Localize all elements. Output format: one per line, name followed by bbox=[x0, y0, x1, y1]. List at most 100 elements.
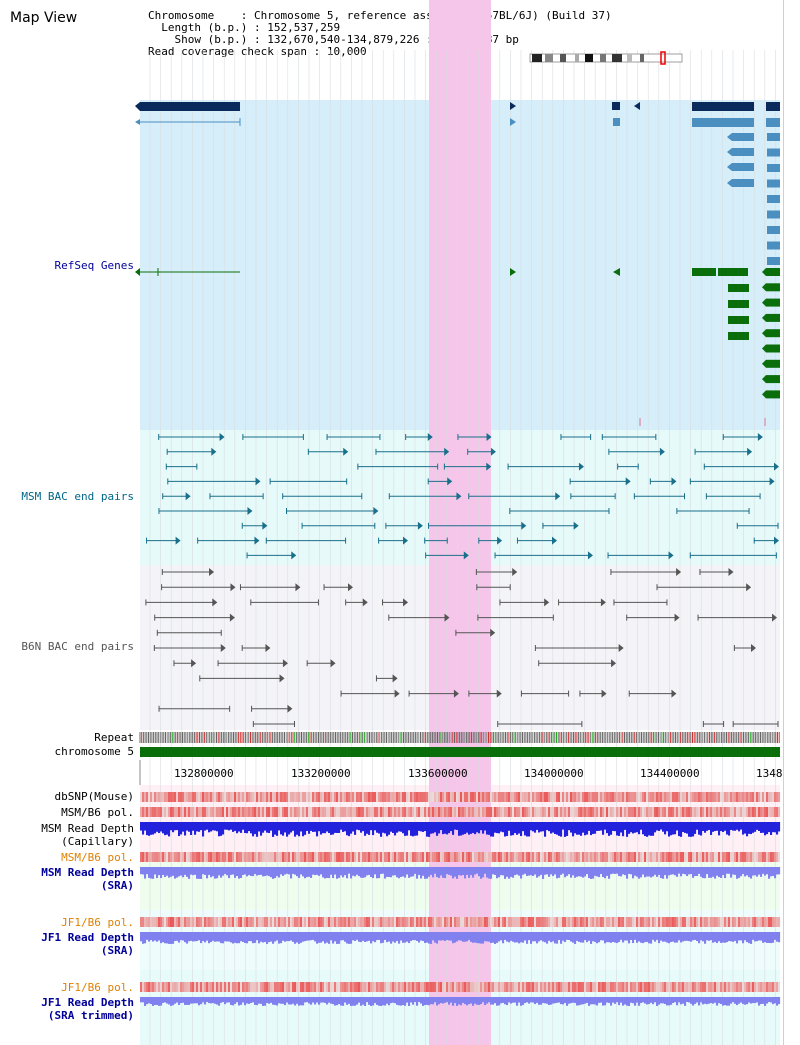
gene-block bbox=[766, 298, 780, 307]
msm-bac-track-label[interactable]: MSM BAC end pairs bbox=[21, 490, 134, 503]
msm-read-depth-cap-bar bbox=[154, 822, 157, 834]
jf1-b6-pol-trim-heat bbox=[146, 982, 149, 992]
msm-read-depth-cap-bar bbox=[556, 822, 559, 835]
msm-b6-pol-sra-heat bbox=[440, 852, 443, 862]
msm-b6-pol-heat bbox=[424, 807, 427, 817]
msm-b6-pol-heat bbox=[398, 807, 401, 817]
jf1-b6-pol-trim-heat bbox=[444, 982, 447, 992]
msm-read-depth-cap-bar bbox=[168, 822, 171, 837]
right-scrollbar[interactable] bbox=[783, 0, 800, 1045]
jf1-read-depth-sra-bar bbox=[168, 932, 171, 944]
jf1-b6-pol-heat bbox=[460, 917, 463, 927]
jf1-b6-pol-trim-heat bbox=[746, 982, 749, 992]
jf1-b6-pol-trim-heat bbox=[642, 982, 645, 992]
msm-read-depth-sra-bar bbox=[564, 867, 567, 878]
jf1-b6-pol-heat bbox=[370, 917, 373, 927]
dbsnp-heat bbox=[248, 792, 251, 802]
jf1-b6-pol-heat bbox=[296, 917, 299, 927]
jf1-b6-pol-heat bbox=[776, 917, 779, 927]
jf1-b6-pol-heat bbox=[694, 917, 697, 927]
msm-b6-pol-sra-heat bbox=[506, 852, 509, 862]
msm-b6-pol-heat bbox=[292, 807, 295, 817]
msm-b6-pol-sra-heat bbox=[272, 852, 275, 862]
msm-read-depth-sra-bar bbox=[210, 867, 213, 878]
dbsnp-heat bbox=[390, 792, 393, 802]
jf1-b6-pol-trim-heat bbox=[740, 982, 743, 992]
msm-b6-pol-heat bbox=[616, 807, 619, 817]
jf1-read-depth-trim-bar bbox=[328, 997, 331, 1003]
b6n-bac-track-label[interactable]: B6N BAC end pairs bbox=[21, 640, 134, 653]
jf1-b6-pol-heat bbox=[200, 917, 203, 927]
jf1-b6-pol-trim-heat bbox=[482, 982, 485, 992]
msm-b6-pol-heat bbox=[268, 807, 271, 817]
msm-b6-pol-heat bbox=[160, 807, 163, 817]
jf1-b6-pol-heat bbox=[672, 917, 675, 927]
jf1-b6-pol-trim-heat bbox=[518, 982, 521, 992]
b6n-bac-pair-arrow bbox=[512, 568, 518, 576]
dbsnp-heat bbox=[302, 792, 305, 802]
msm-b6-pol-heat bbox=[204, 807, 207, 817]
msm-b6-pol-heat bbox=[358, 807, 361, 817]
msm-b6-pol-sra-heat bbox=[324, 852, 327, 862]
jf1-b6-pol-trim-heat bbox=[470, 982, 473, 992]
msm-read-depth-cap-bar bbox=[628, 822, 631, 834]
msm-read-depth-cap-bar bbox=[558, 822, 561, 836]
jf1-b6-pol-trim-heat bbox=[700, 982, 703, 992]
jf1-read-depth-trim-bar bbox=[458, 997, 461, 1005]
jf1-read-depth-sra-bar bbox=[528, 932, 531, 941]
msm-read-depth-sra-bar bbox=[644, 867, 647, 878]
msm-read-depth-cap-bar bbox=[146, 822, 149, 836]
msm-b6-pol-heat bbox=[586, 807, 589, 817]
jf1-b6-pol-trim-heat bbox=[672, 982, 675, 992]
msm-read-depth-sra-bar bbox=[188, 867, 191, 879]
msm-b6-pol-heat bbox=[202, 807, 205, 817]
jf1-read-depth-trim-bar bbox=[510, 997, 513, 1004]
jf1-read-depth-sra-bar bbox=[578, 932, 581, 942]
jf1-b6-pol-heat bbox=[558, 917, 561, 927]
jf1-b6-pol-heat bbox=[158, 917, 161, 927]
jf1-read-depth-sra-bar bbox=[492, 932, 495, 943]
jf1-b6-pol-trim-heat bbox=[600, 982, 603, 992]
page-title: Map View bbox=[10, 10, 78, 26]
dbsnp-heat bbox=[536, 792, 539, 802]
msm-b6-pol-heat bbox=[510, 807, 513, 817]
ideogram-band bbox=[545, 54, 553, 62]
msm-b6-pol-heat bbox=[674, 807, 677, 817]
msm-read-depth-sra-bar bbox=[172, 867, 175, 876]
jf1-b6-pol-trim-heat bbox=[776, 982, 779, 992]
msm-b6-pol-sra-heat bbox=[142, 852, 145, 862]
msm-b6-pol-sra-heat bbox=[194, 852, 197, 862]
msm-b6-pol-heat bbox=[642, 807, 645, 817]
dbsnp-heat bbox=[294, 792, 297, 802]
jf1-b6-pol-heat bbox=[152, 917, 155, 927]
refseq-track-label[interactable]: RefSeq Genes bbox=[54, 259, 134, 272]
dbsnp-heat bbox=[708, 792, 711, 802]
msm-read-depth-sra-bar bbox=[688, 867, 691, 875]
msm-b6-pol-heat bbox=[322, 807, 325, 817]
jf1-read-depth-trim-bar bbox=[576, 997, 579, 1006]
jf1-b6-pol-trim-heat bbox=[382, 982, 385, 992]
msm-read-depth-cap-bar bbox=[586, 822, 589, 835]
msm-b6-pol-heat bbox=[772, 807, 775, 817]
jf1-read-depth-sra-bar bbox=[266, 932, 269, 944]
msm-read-depth-cap-bar bbox=[196, 822, 199, 832]
msm-read-depth-cap-bar bbox=[762, 822, 765, 833]
msm-b6-pol-heat bbox=[508, 807, 511, 817]
gene-block bbox=[766, 344, 780, 353]
msm-read-depth-sra-bar bbox=[404, 867, 407, 878]
jf1-b6-pol-trim-heat bbox=[668, 982, 671, 992]
msm-read-depth-cap-bar bbox=[432, 822, 435, 834]
msm-read-depth-cap-bar bbox=[512, 822, 515, 836]
jf1-read-depth-trim-bar bbox=[250, 997, 253, 1003]
jf1-read-depth-trim-bar bbox=[602, 997, 605, 1006]
dbsnp-heat bbox=[608, 792, 611, 802]
msm-b6-pol-heat bbox=[474, 807, 477, 817]
jf1-read-depth-sra-bar bbox=[684, 932, 687, 941]
jf1-read-depth-sra-bar bbox=[434, 932, 437, 943]
msm-b6-pol-sra-heat bbox=[484, 852, 487, 862]
jf1-read-depth-sra-bar bbox=[626, 932, 629, 941]
jf1-read-depth-sra-bar bbox=[154, 932, 157, 941]
jf1-b6-pol-trim-heat bbox=[734, 982, 737, 992]
jf1-read-depth-sra-bar bbox=[772, 932, 775, 943]
